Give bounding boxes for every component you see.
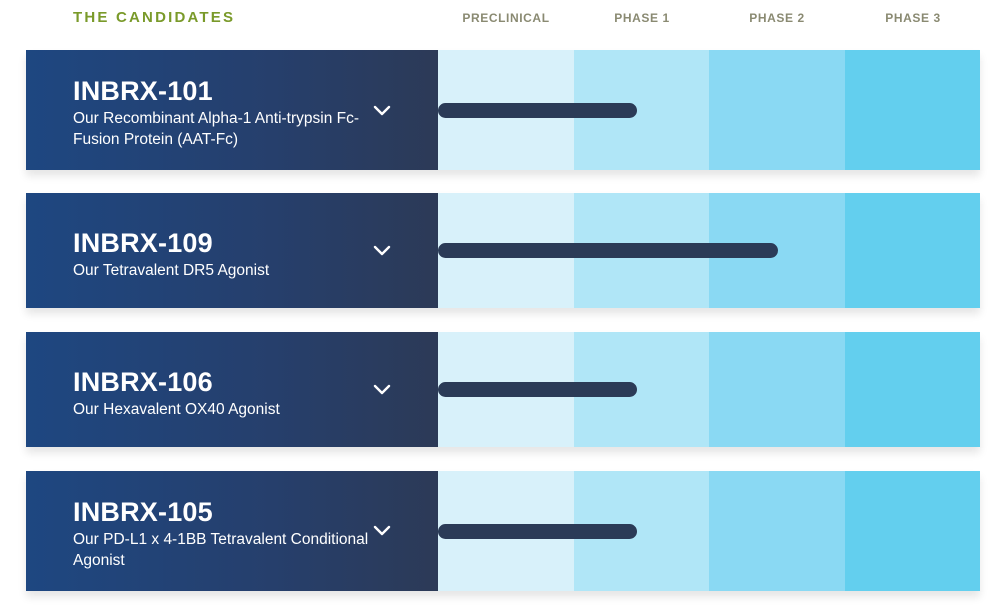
candidate-description: Our Hexavalent OX40 Agonist [73,401,280,418]
candidate-row-inbrx-101: INBRX-101 Our Recombinant Alpha-1 Anti-t… [26,50,980,170]
candidate-toggle[interactable]: INBRX-106 Our Hexavalent OX40 Agonist [26,332,438,447]
chevron-down-icon[interactable] [373,245,391,257]
candidate-toggle[interactable]: INBRX-105 Our PD-L1 x 4-1BB Tetravalent … [26,471,438,591]
candidate-row-inbrx-106: INBRX-106 Our Hexavalent OX40 Agonist [26,332,980,447]
chevron-down-icon[interactable] [373,384,391,396]
phase-cell-phase-3 [845,193,980,308]
phase-header-preclinical: PRECLINICAL [462,11,550,25]
candidate-description: Our Tetravalent DR5 Agonist [73,262,270,279]
candidate-name: INBRX-105 [73,497,213,527]
candidate-description: Our Recombinant Alpha-1 Anti-trypsin Fc-… [73,110,360,148]
candidate-toggle[interactable]: INBRX-101 Our Recombinant Alpha-1 Anti-t… [26,50,438,170]
progress-bar [438,243,778,258]
phase-cell-phase-2 [709,332,845,447]
pipeline-header: THE CANDIDATES PRECLINICAL PHASE 1 PHASE… [0,0,1000,36]
phase-cell-phase-2 [709,50,845,170]
section-title: THE CANDIDATES [73,9,236,26]
progress-bar [438,382,637,397]
candidate-toggle[interactable]: INBRX-109 Our Tetravalent DR5 Agonist [26,193,438,308]
candidate-name: INBRX-101 [73,76,213,106]
phase-header-phase-2: PHASE 2 [749,11,805,25]
progress-bar [438,524,637,539]
phase-cell-phase-3 [845,332,980,447]
candidate-row-inbrx-109: INBRX-109 Our Tetravalent DR5 Agonist [26,193,980,308]
candidate-row-inbrx-105: INBRX-105 Our PD-L1 x 4-1BB Tetravalent … [26,471,980,591]
chevron-down-icon[interactable] [373,105,391,117]
candidate-description: Our PD-L1 x 4-1BB Tetravalent Conditiona… [73,531,369,569]
phase-header-phase-1: PHASE 1 [614,11,670,25]
phase-header-phase-3: PHASE 3 [885,11,941,25]
chevron-down-icon[interactable] [373,525,391,537]
progress-bar [438,103,637,118]
phase-cell-phase-3 [845,471,980,591]
candidate-name: INBRX-109 [73,228,213,258]
phase-cell-phase-3 [845,50,980,170]
phase-cell-phase-2 [709,471,845,591]
candidate-name: INBRX-106 [73,367,213,397]
